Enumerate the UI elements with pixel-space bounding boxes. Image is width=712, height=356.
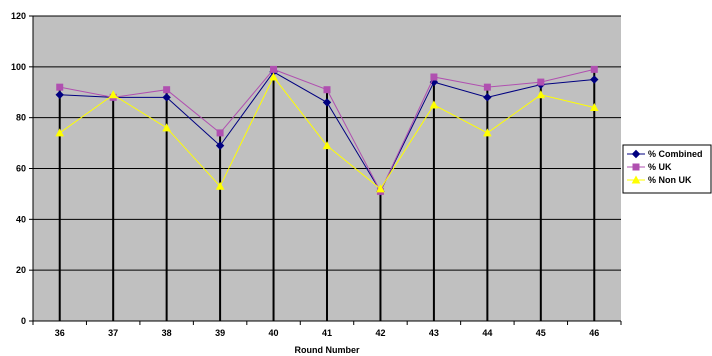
x-tick-label: 42 [375,328,385,338]
y-tick-label: 60 [16,164,26,174]
series-1 [56,65,598,195]
x-tick-label: 37 [108,328,118,338]
data-point [163,86,171,94]
legend-marker [632,163,640,171]
data-point [215,181,225,190]
data-point [108,90,118,99]
y-tick-label: 0 [21,316,26,326]
x-tick-label: 36 [55,328,65,338]
data-point [269,72,278,81]
x-tick-label: 41 [322,328,332,338]
x-tick-label: 45 [536,328,546,338]
data-point [56,83,64,91]
data-point [55,90,64,99]
data-point [429,100,439,109]
data-point [590,75,599,84]
data-point [483,83,491,91]
legend-marker [631,175,641,184]
legend-label: % Combined [648,149,703,159]
x-tick-label: 38 [162,328,172,338]
legend-item: % UK [627,162,672,172]
x-axis-title: Round Number [295,345,360,355]
data-point [590,65,598,73]
data-point [589,102,599,111]
legend-label: % Non UK [648,175,692,185]
y-tick-label: 40 [16,214,26,224]
data-point [270,65,278,73]
data-point [162,123,171,132]
y-tick-label: 100 [11,62,26,72]
legend-item: % Non UK [627,175,692,185]
data-point [55,128,65,137]
axes: 0 20 40 60 80 100 120 36 37 38 39 40 41 42 43 44 45 46 [11,11,622,338]
x-tick-label: 46 [589,328,599,338]
y-tick-label: 80 [16,113,26,123]
data-point [537,78,545,86]
y-tick-label: 120 [11,11,26,21]
series-2 [55,72,599,193]
x-tick-label: 40 [269,328,279,338]
data-point [483,128,492,137]
data-point [536,90,546,99]
legend: % Combined % UK % Non UK [622,144,712,194]
data-point [322,98,332,107]
data-point [215,141,225,150]
series-group [55,65,599,196]
legend-label: % UK [648,162,672,172]
data-point [162,93,171,102]
x-tick-label: 43 [429,328,439,338]
legend-marker [631,149,641,159]
data-point [322,141,332,150]
x-tick-label: 39 [215,328,225,338]
data-point [323,86,331,94]
data-point [216,129,224,137]
legend-item: % Combined [627,149,703,159]
x-tick-label: 44 [482,328,492,338]
data-point [430,73,438,81]
data-point [483,93,492,102]
data-point [376,184,385,193]
y-tick-label: 20 [16,265,26,275]
